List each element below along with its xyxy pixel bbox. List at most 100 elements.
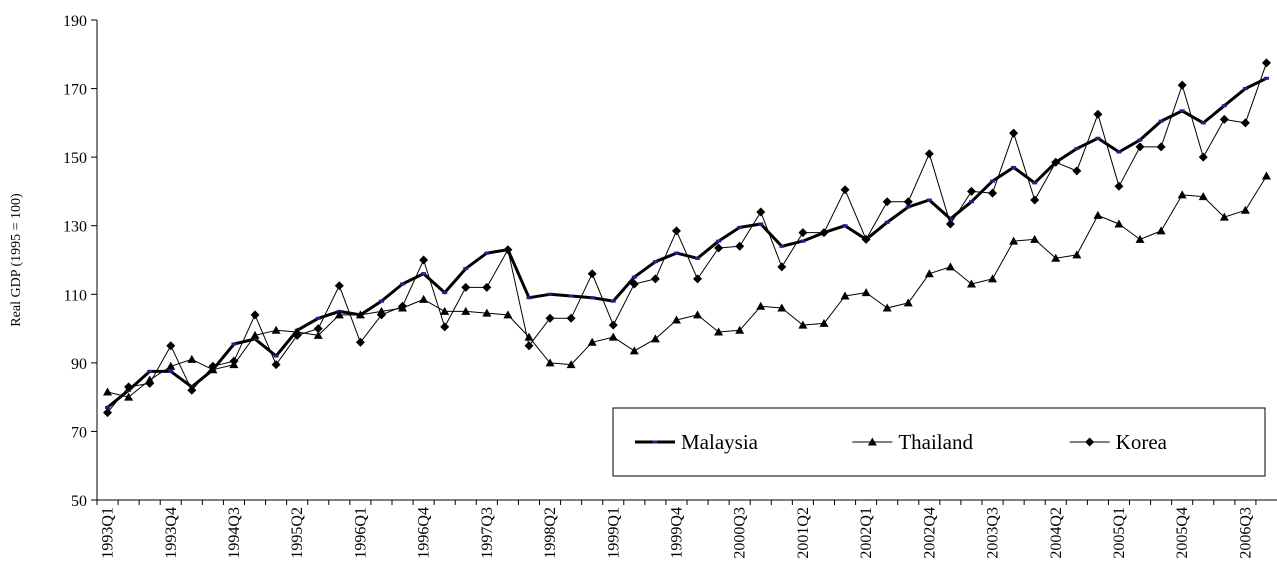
data-point	[1219, 114, 1229, 124]
y-tick-label: 70	[71, 424, 87, 441]
data-point	[187, 354, 197, 363]
x-tick-label: 2002Q1	[858, 507, 875, 559]
data-point	[1032, 181, 1038, 185]
data-point	[1072, 166, 1082, 176]
data-point	[990, 179, 996, 183]
data-point	[1156, 226, 1166, 235]
data-point	[1135, 142, 1145, 152]
data-point	[273, 354, 279, 358]
data-point	[187, 385, 197, 395]
series-line	[107, 62, 1267, 413]
data-point	[737, 225, 743, 229]
x-tick-label: 2005Q1	[1111, 507, 1128, 559]
data-point	[608, 320, 618, 330]
data-point	[840, 185, 850, 195]
data-point	[1114, 219, 1124, 228]
x-tick-label: 1996Q1	[352, 507, 369, 559]
data-point	[842, 224, 848, 228]
data-point	[566, 360, 576, 369]
data-point	[1221, 104, 1227, 108]
data-point	[947, 217, 953, 221]
data-point	[589, 296, 595, 300]
data-point	[988, 274, 998, 283]
data-point	[861, 234, 871, 244]
data-point	[461, 282, 471, 292]
data-point	[756, 301, 766, 310]
data-point	[905, 205, 911, 209]
data-point	[924, 269, 934, 278]
data-point	[103, 387, 113, 396]
data-point	[695, 256, 701, 260]
data-point	[1158, 119, 1164, 123]
y-tick-label: 130	[63, 219, 87, 236]
data-point	[629, 346, 639, 355]
data-point	[714, 243, 724, 253]
x-tick-label: 2000Q3	[732, 507, 749, 559]
data-point	[421, 272, 427, 276]
x-tick-label: 1993Q1	[100, 507, 117, 559]
data-point	[315, 316, 321, 320]
data-point	[1114, 181, 1124, 191]
legend-label: Korea	[1116, 430, 1168, 454]
x-tick-label: 1997Q3	[479, 507, 496, 559]
x-tick-label: 2006Q3	[1237, 507, 1254, 559]
data-point	[271, 360, 281, 370]
data-point	[545, 358, 555, 367]
data-point	[442, 291, 448, 295]
data-point	[1240, 205, 1250, 214]
data-point	[400, 282, 406, 286]
series-line	[107, 175, 1267, 398]
data-point	[587, 337, 597, 346]
data-point	[1093, 210, 1103, 219]
legend-marker	[652, 440, 658, 444]
data-point	[1177, 80, 1187, 90]
data-point	[988, 188, 998, 198]
data-point	[334, 281, 344, 291]
data-point	[1261, 171, 1271, 180]
data-point	[629, 279, 639, 289]
data-point	[1198, 192, 1208, 201]
data-point	[631, 275, 637, 279]
data-point	[1137, 138, 1143, 142]
data-point	[882, 197, 892, 207]
data-point	[147, 369, 153, 373]
data-point	[398, 301, 408, 311]
data-point	[714, 327, 724, 336]
data-point	[968, 200, 974, 204]
data-point	[124, 382, 134, 392]
data-point	[1200, 121, 1206, 125]
data-point	[313, 330, 323, 339]
data-point	[1261, 58, 1271, 68]
data-point	[292, 330, 302, 340]
data-point	[1051, 253, 1061, 262]
data-point	[103, 408, 113, 418]
legend-marker	[1085, 437, 1095, 447]
data-point	[1095, 136, 1101, 140]
y-tick-label: 190	[63, 13, 87, 30]
data-point	[1030, 234, 1040, 243]
x-tick-label: 1999Q1	[605, 507, 622, 559]
data-point	[545, 313, 555, 323]
x-tick-label: 1998Q2	[542, 507, 559, 559]
data-point	[1156, 142, 1166, 152]
data-point	[777, 303, 787, 312]
data-point	[903, 197, 913, 207]
data-point	[1072, 250, 1082, 259]
data-point	[250, 310, 260, 320]
data-point	[926, 198, 932, 202]
data-point	[271, 325, 281, 334]
data-point	[798, 320, 808, 329]
data-point	[840, 291, 850, 300]
data-point	[800, 239, 806, 243]
y-tick-label: 150	[63, 150, 87, 167]
data-point	[334, 310, 344, 319]
data-point	[945, 262, 955, 271]
data-point	[166, 361, 176, 370]
data-point	[1009, 128, 1019, 138]
data-point	[547, 292, 553, 296]
data-point	[819, 228, 829, 238]
data-point	[1242, 87, 1248, 91]
data-point	[798, 228, 808, 238]
data-point	[419, 255, 429, 265]
